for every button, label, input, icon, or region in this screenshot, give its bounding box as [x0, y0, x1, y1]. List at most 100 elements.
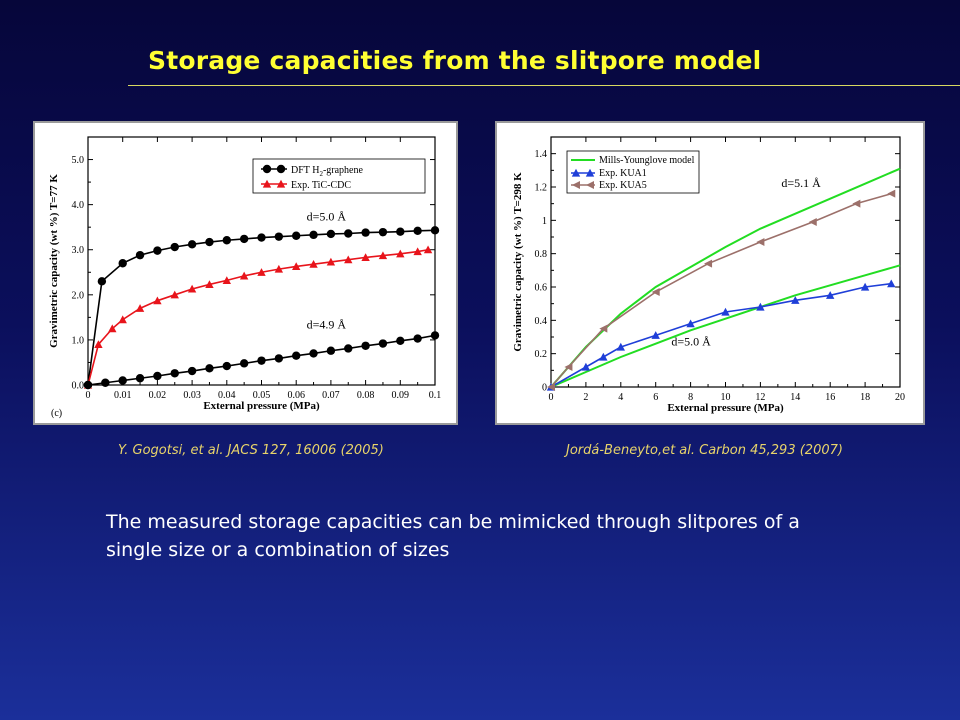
legend-suffix: -graphene	[323, 165, 364, 176]
x-axis-title: External pressure (MPa)	[667, 402, 784, 414]
y-tick-label: 0.4	[535, 316, 548, 327]
data-point	[887, 279, 896, 288]
chart-right-svg: 0 2 4 6 8 10 12 14 16 18 20 0 0.2 0.4 0.6 0.8 1 1.2 1.4 Ext…	[512, 136, 905, 414]
y-axis-title: Gravimetric capacity (wt %) T=77 K	[48, 174, 60, 348]
y-tick-label: 1.2	[535, 183, 548, 194]
legend-marker	[262, 179, 272, 188]
data-point	[756, 302, 765, 311]
data-point	[430, 331, 440, 340]
data-point	[326, 229, 336, 239]
data-point	[118, 259, 127, 268]
data-point	[118, 315, 127, 324]
data-point	[135, 250, 145, 260]
legend-label-kua5: Exp. KUA5	[599, 180, 647, 191]
data-point	[135, 374, 145, 383]
data-point	[616, 342, 625, 351]
data-point	[413, 247, 422, 256]
data-point	[378, 227, 388, 237]
x-tick-label: 0.01	[114, 390, 132, 401]
x-tick-label: 6	[653, 392, 658, 403]
legend-marker	[585, 168, 595, 177]
data-point	[396, 336, 405, 346]
data-point	[361, 341, 370, 350]
legend-marker	[586, 181, 594, 189]
annotation-d49: d=4.9 Å	[307, 318, 347, 332]
annotation-d51: d=5.1 Å	[781, 176, 821, 190]
series-2	[83, 331, 440, 390]
data-point	[257, 233, 266, 242]
x-tick-label: 14	[790, 392, 800, 403]
data-point	[361, 253, 370, 261]
series-line	[550, 282, 892, 388]
data-point	[430, 226, 440, 235]
data-point	[108, 324, 117, 333]
data-point	[274, 264, 284, 273]
y-tick-label: 1.0	[72, 335, 85, 346]
data-point	[187, 284, 197, 293]
data-point	[396, 227, 405, 236]
series-1	[83, 245, 433, 389]
x-tick-label: 10	[721, 392, 731, 403]
legend-label-exp: Exp. TiC-CDC	[291, 180, 351, 191]
x-tick-label: 0.04	[218, 390, 236, 401]
data-point	[651, 331, 660, 339]
series-line	[87, 248, 429, 386]
citation-left: Y. Gogotsi, et al. JACS 127, 16006 (2005…	[118, 443, 384, 458]
data-point	[887, 189, 896, 198]
data-point	[274, 354, 284, 363]
citation-right: Jordá-Beneyto,et al. Carbon 45,293 (2007…	[566, 443, 843, 458]
data-point	[378, 251, 388, 260]
data-point	[170, 290, 179, 299]
x-tick-label: 0	[86, 390, 91, 401]
data-point	[222, 236, 231, 245]
legend-marker	[572, 181, 580, 189]
x-tick-label: 0.06	[287, 390, 305, 401]
data-point	[187, 366, 197, 376]
slide-title: Storage capacities from the slitpore mod…	[148, 46, 762, 75]
data-point	[205, 237, 214, 247]
data-point	[547, 383, 555, 391]
data-point	[292, 262, 301, 270]
series-3	[547, 189, 896, 391]
data-point	[344, 344, 353, 353]
legend-subscript: 2	[319, 170, 323, 178]
data-point	[239, 359, 249, 368]
data-point	[309, 349, 318, 358]
x-tick-label: 0.08	[357, 390, 375, 401]
data-point	[239, 271, 249, 280]
x-tick-label: 0	[549, 392, 554, 403]
y-tick-label: 3.0	[72, 245, 85, 256]
data-point	[97, 277, 107, 286]
data-point	[686, 319, 695, 328]
data-point	[860, 282, 870, 291]
data-point	[326, 257, 336, 266]
legend-marker	[276, 164, 286, 174]
data-point	[205, 364, 214, 373]
x-tick-label: 0.07	[322, 390, 340, 401]
data-point	[564, 363, 573, 371]
body-text: The measured storage capacities can be m…	[106, 511, 800, 561]
series-line	[550, 264, 901, 388]
y-tick-label: 0	[542, 383, 547, 394]
x-tick-label: 4	[618, 392, 623, 403]
series-0	[83, 226, 440, 390]
data-point	[94, 340, 103, 348]
data-point	[153, 371, 162, 381]
legend-marker	[571, 168, 581, 177]
y-tick-label: 1	[542, 216, 547, 227]
x-tick-label: 0.03	[183, 390, 201, 401]
data-point	[170, 242, 179, 252]
annotation-d50: d=5.0 Å	[307, 209, 347, 223]
data-point	[118, 376, 127, 385]
y-tick-label: 0.0	[72, 381, 85, 392]
legend-label-dft: DFT H2-graphene	[291, 165, 363, 178]
x-tick-label: 0.05	[253, 390, 271, 401]
x-tick-label: 0.09	[392, 390, 410, 401]
data-point	[599, 352, 608, 361]
data-point	[361, 228, 370, 237]
title-underline	[128, 85, 960, 86]
data-point	[170, 369, 179, 378]
series-1	[550, 264, 901, 388]
data-point	[292, 351, 301, 360]
